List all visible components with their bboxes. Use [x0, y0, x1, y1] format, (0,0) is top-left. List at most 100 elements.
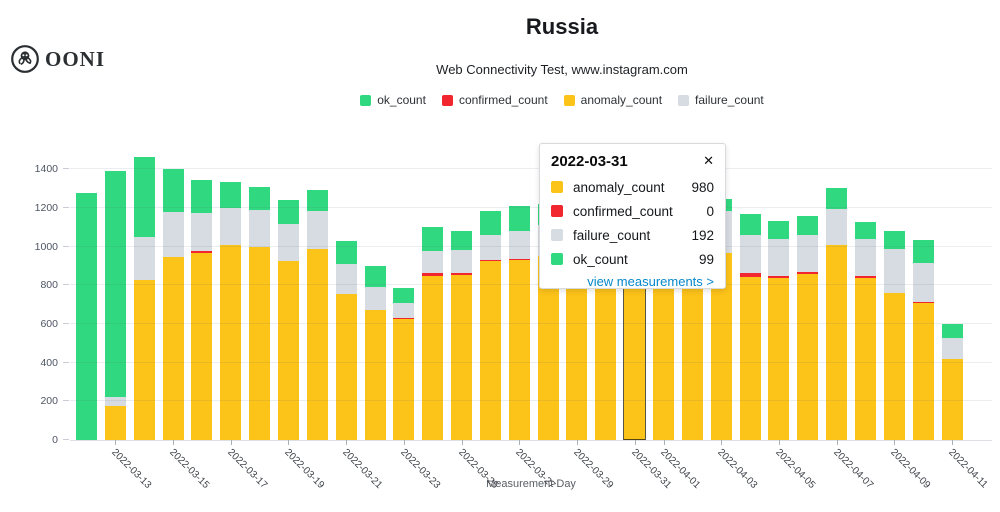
bar-segment-ok_count: [104, 171, 126, 398]
bar-segment-anomaly_count: [768, 277, 790, 440]
bar-2022-03-22[interactable]: [364, 150, 386, 440]
bar-segment-anomaly_count: [912, 302, 934, 440]
bar-segment-anomaly_count: [133, 279, 155, 440]
bar-2022-03-24[interactable]: [422, 150, 444, 440]
bar-segment-anomaly_count: [854, 277, 876, 440]
bar-2022-03-26[interactable]: [479, 150, 501, 440]
legend-label: anomaly_count: [580, 93, 663, 107]
ooni-logo: OONI: [10, 44, 105, 74]
bar-segment-failure_count: [335, 264, 357, 295]
gridline: [70, 245, 992, 247]
bar-2022-04-10[interactable]: [912, 150, 934, 440]
bar-2022-04-08[interactable]: [854, 150, 876, 440]
bar-segment-ok_count: [162, 169, 184, 212]
bar-segment-ok_count: [826, 187, 848, 209]
bar-segment-confirmed_count: [768, 275, 790, 278]
bar-segment-ok_count: [133, 156, 155, 237]
bar-2022-04-06[interactable]: [797, 150, 819, 440]
y-axis-tick: [63, 400, 69, 402]
bar-segment-anomaly_count: [797, 273, 819, 440]
x-axis-tick: [721, 440, 723, 445]
bar-2022-04-11[interactable]: [941, 150, 963, 440]
bar-segment-ok_count: [768, 220, 790, 239]
bar-segment-failure_count: [451, 249, 473, 274]
bar-2022-03-27[interactable]: [508, 150, 530, 440]
bar-2022-04-09[interactable]: [883, 150, 905, 440]
x-axis-tick: [894, 440, 896, 445]
tooltip-close-icon[interactable]: ✕: [703, 153, 714, 168]
x-axis-tick: [403, 440, 405, 445]
bar-segment-anomaly_count: [710, 253, 732, 440]
bar-segment-failure_count: [479, 235, 501, 261]
x-axis-tick: [952, 440, 953, 445]
bar-segment-anomaly_count: [451, 274, 473, 440]
bar-2022-03-12[interactable]: [76, 150, 97, 440]
page-title: Russia: [525, 14, 599, 39]
x-axis-tick: [173, 440, 175, 445]
legend-item-confirmed_count[interactable]: confirmed_count: [441, 93, 548, 107]
ooni-wordmark: OONI: [45, 46, 106, 71]
legend-item-anomaly_count[interactable]: anomaly_count: [563, 93, 663, 107]
gridline: [70, 207, 992, 208]
bar-segment-ok_count: [912, 239, 934, 264]
x-axis-tick: [836, 440, 838, 445]
bar-2022-03-16[interactable]: [191, 150, 213, 440]
legend-label: ok_count: [377, 93, 426, 107]
bar-segment-anomaly_count: [681, 258, 703, 440]
view-measurements-link[interactable]: view measurements >: [587, 274, 714, 289]
bar-2022-04-05[interactable]: [768, 150, 790, 440]
bar-segment-ok_count: [277, 200, 299, 225]
bar-segment-ok_count: [451, 231, 473, 250]
bar-2022-03-13[interactable]: [104, 150, 126, 440]
bar-segment-ok_count: [479, 210, 501, 236]
bar-2022-03-20[interactable]: [306, 150, 328, 440]
bar-segment-failure_count: [941, 337, 963, 359]
tooltip-swatch-ok_count: [551, 253, 563, 265]
tooltip-swatch-anomaly_count: [551, 181, 563, 193]
bar-2022-03-21[interactable]: [335, 150, 357, 440]
legend-swatch-confirmed_count: [441, 94, 453, 106]
y-tick-label: 1000: [34, 240, 58, 253]
legend-swatch-anomaly_count: [563, 94, 575, 106]
bar-2022-03-23[interactable]: [393, 150, 415, 440]
y-tick-label: 0: [52, 434, 58, 446]
tooltip-row-confirmed_count: confirmed_count 0: [551, 199, 714, 223]
bar-2022-04-07[interactable]: [826, 150, 848, 440]
bar-segment-ok_count: [191, 179, 213, 213]
bar-2022-04-04[interactable]: [739, 150, 761, 440]
legend-item-failure_count[interactable]: failure_count: [678, 93, 764, 107]
bar-2022-03-18[interactable]: [249, 150, 271, 440]
tooltip-row-value: 0: [706, 203, 714, 219]
bar-segment-anomaly_count: [191, 253, 213, 440]
bar-segment-ok_count: [422, 227, 444, 251]
x-axis-tick: [461, 440, 463, 445]
bar-2022-03-17[interactable]: [220, 150, 242, 440]
x-axis-tick: [576, 440, 578, 445]
y-tick-label: 800: [40, 279, 58, 292]
bar-segment-ok_count: [393, 287, 415, 304]
bar-segment-anomaly_count: [624, 250, 646, 440]
bar-segment-failure_count: [133, 237, 155, 280]
tooltip-row-label: confirmed_count: [573, 203, 673, 219]
bar-2022-03-15[interactable]: [162, 150, 184, 440]
legend-item-ok_count[interactable]: ok_count: [360, 93, 426, 107]
tooltip-row-value: 192: [691, 227, 714, 243]
legend-label: failure_count: [695, 93, 764, 107]
bar-2022-03-19[interactable]: [277, 150, 299, 440]
tooltip-row-value: 980: [691, 179, 714, 195]
gridline: [70, 361, 992, 363]
bar-segment-ok_count: [249, 186, 271, 210]
y-tick-label: 400: [40, 356, 58, 369]
bar-segment-ok_count: [220, 181, 242, 208]
bar-2022-03-14[interactable]: [133, 150, 155, 440]
x-axis-tick: [288, 440, 290, 445]
bar-segment-confirmed_count: [422, 273, 444, 276]
page-subtitle: Web Connectivity Test, www.instagram.com: [436, 62, 688, 77]
bar-segment-anomaly_count: [508, 260, 530, 440]
bar-2022-03-25[interactable]: [451, 150, 473, 440]
bar-segment-ok_count: [306, 189, 328, 211]
bar-segment-ok_count: [854, 222, 876, 239]
gridline: [70, 284, 992, 286]
bar-segment-anomaly_count: [335, 294, 357, 440]
